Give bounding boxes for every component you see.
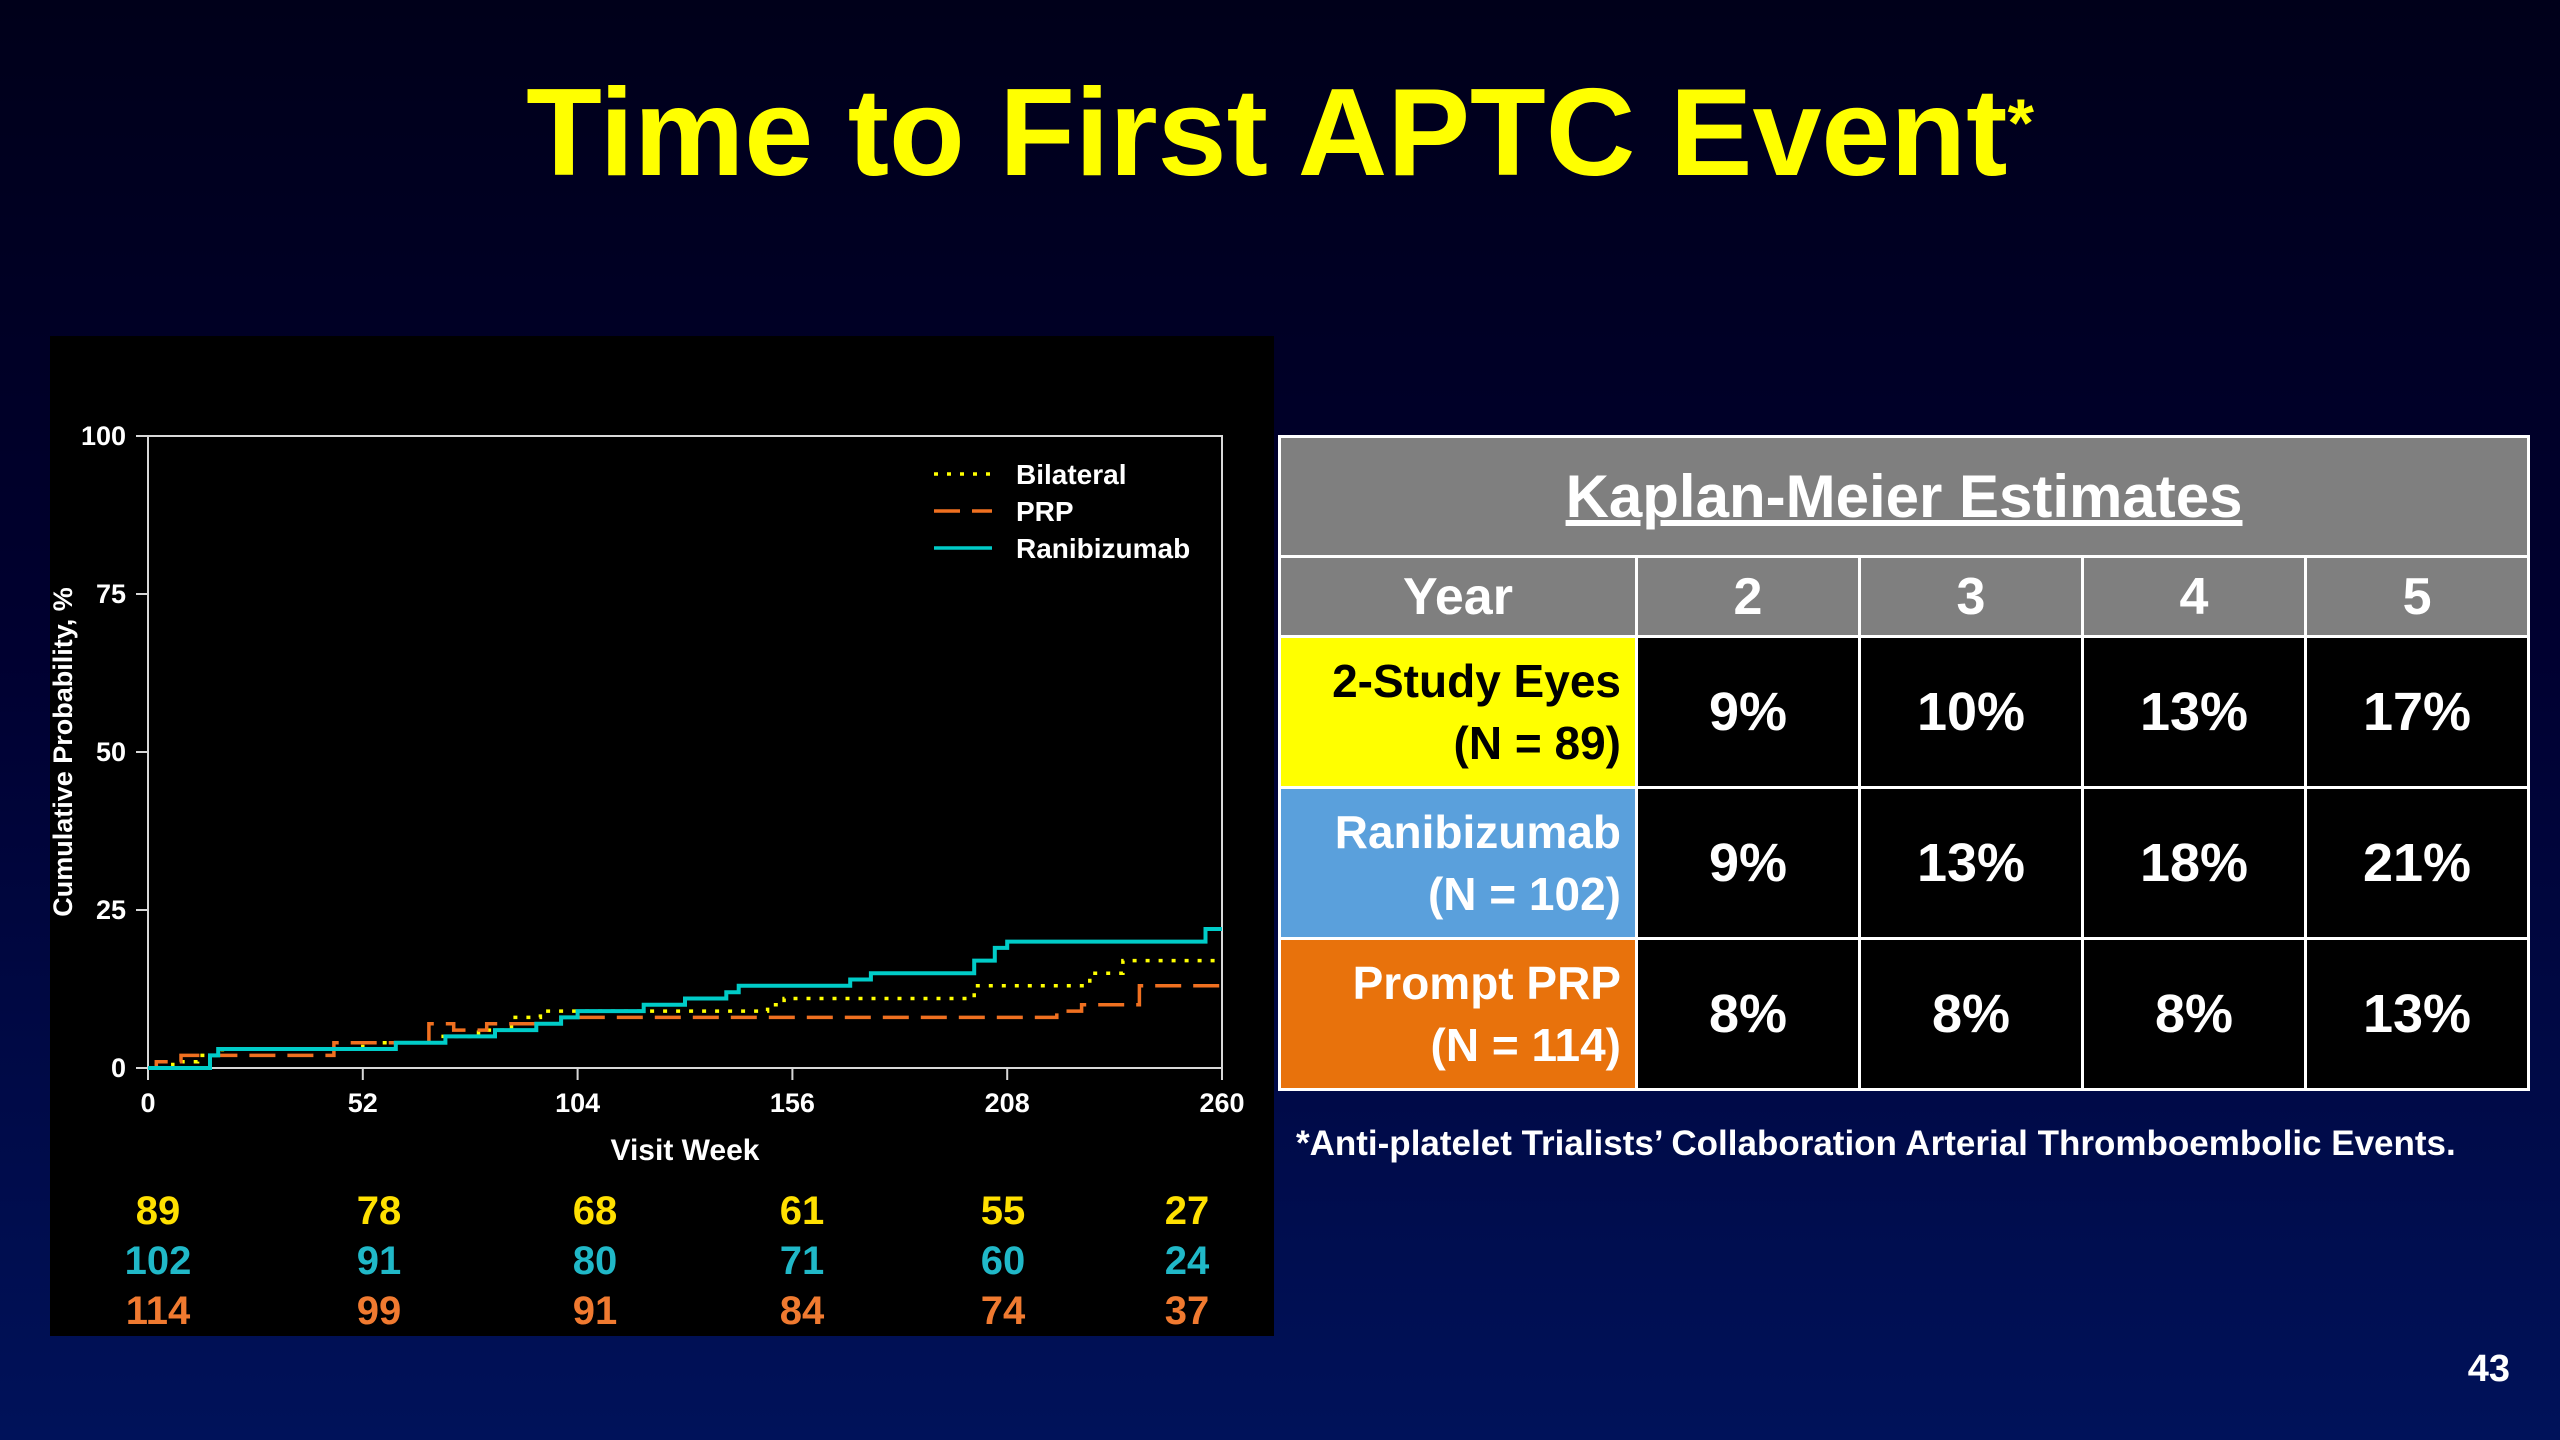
title-footnote-mark: * [2007,85,2034,161]
km-chart-panel: 0 25 50 75 100 0 52 104 156 208 260 Visit Week Cumul… [50,336,1274,1336]
table-cell: 17% [2307,638,2528,786]
footnote: *Anti-platelet Trialists’ Collaboration … [1296,1124,2456,1163]
risk-count: 80 [572,1239,618,1283]
x-axis-title: Visit Week [611,1134,760,1167]
header-year: Year [1281,558,1635,635]
y-tick-label: 0 [111,1053,126,1083]
risk-count: 114 [125,1289,191,1333]
plot-area-frame [147,435,1223,1069]
table-row-study-eyes: 2-Study Eyes (N = 89) 9% 10% 13% 17% [1281,638,2528,786]
x-tick-label: 52 [348,1088,378,1118]
km-header-row: Year 2 3 4 5 [1281,558,2528,635]
x-tick-label: 104 [555,1088,600,1118]
slide-title-text: Time to First APTC Event [526,64,2008,202]
legend-label-prp: PRP [1016,496,1074,527]
legend-label-ranibizumab: Ranibizumab [1016,533,1190,564]
table-cell: 8% [2084,940,2304,1088]
km-table-title: Kaplan-Meier Estimates [1281,438,2528,555]
km-title-row: Kaplan-Meier Estimates [1281,438,2528,555]
risk-count: 91 [572,1289,618,1333]
table-row-prompt-prp: Prompt PRP (N = 114) 8% 8% 8% 13% [1281,940,2528,1088]
row-label-study-eyes: 2-Study Eyes (N = 89) [1281,638,1635,786]
header-year-3: 3 [1861,558,2081,635]
kaplan-meier-table: Kaplan-Meier Estimates Year 2 3 4 5 2-St… [1278,435,2531,1091]
risk-count: 74 [980,1289,1026,1333]
risk-count: 24 [1164,1239,1210,1283]
table-cell: 8% [1861,940,2081,1088]
risk-count: 68 [572,1189,618,1233]
legend-label-bilateral: Bilateral [1016,459,1127,490]
risk-count: 27 [1164,1189,1210,1233]
table-cell: 9% [1638,789,1858,937]
series-line-bilateral [148,958,1222,1070]
risk-row-bilateral: 89 78 68 61 55 27 [50,1186,1274,1236]
table-cell: 8% [1638,940,1858,1088]
risk-count: 55 [980,1189,1026,1233]
risk-count: 60 [980,1239,1026,1283]
risk-count: 99 [356,1289,402,1333]
page-number: 43 [2467,1348,2510,1390]
row-label-ranibizumab: Ranibizumab (N = 102) [1281,789,1635,937]
y-tick-label: 25 [96,895,126,925]
table-cell: 18% [2084,789,2304,937]
x-tick-label: 260 [1199,1088,1244,1118]
risk-count: 102 [124,1239,192,1283]
km-chart: 0 25 50 75 100 0 52 104 156 208 260 Visit Week Cumul… [50,421,1245,1167]
series-line-ranibizumab [148,927,1222,1070]
row-label-prompt-prp: Prompt PRP (N = 114) [1281,940,1635,1088]
risk-row-prp: 114 99 91 84 74 37 [50,1286,1274,1336]
row-label-n: (N = 89) [1453,717,1621,769]
table-cell: 13% [1861,789,2081,937]
y-tick-label: 50 [96,737,126,767]
series-line-prp [148,984,1222,1070]
risk-count: 89 [135,1189,181,1233]
slide-title: Time to First APTC Event* [0,58,2560,208]
row-label-n: (N = 102) [1427,868,1621,920]
row-label-line: 2-Study Eyes [1332,655,1621,707]
risk-count: 91 [356,1239,402,1283]
table-cell: 13% [2307,940,2528,1088]
x-tick-label: 208 [985,1088,1030,1118]
table-cell: 9% [1638,638,1858,786]
risk-count: 78 [356,1189,402,1233]
header-year-5: 5 [2307,558,2528,635]
row-label-n: (N = 114) [1430,1019,1622,1071]
x-tick-label: 156 [770,1088,815,1118]
y-tick-label: 100 [81,421,126,451]
risk-count: 84 [779,1289,825,1333]
table-cell: 21% [2307,789,2528,937]
y-tick-label: 75 [96,579,126,609]
risk-count: 37 [1164,1289,1210,1333]
table-cell: 10% [1861,638,2081,786]
header-year-2: 2 [1638,558,1858,635]
table-row-ranibizumab: Ranibizumab (N = 102) 9% 13% 18% 21% [1281,789,2528,937]
risk-count: 71 [779,1239,825,1283]
number-at-risk-table: 89 78 68 61 55 27 102 91 80 71 60 24 114 99 91 84 74 37 [50,1186,1274,1336]
risk-count: 61 [779,1189,825,1233]
table-cell: 13% [2084,638,2304,786]
risk-row-ranibizumab: 102 91 80 71 60 24 [50,1236,1274,1286]
y-axis-title: Cumulative Probability, % [50,587,78,917]
x-tick-label: 0 [140,1088,155,1118]
row-label-line: Ranibizumab [1334,806,1621,858]
header-year-4: 4 [2084,558,2304,635]
row-label-line: Prompt PRP [1352,957,1621,1009]
